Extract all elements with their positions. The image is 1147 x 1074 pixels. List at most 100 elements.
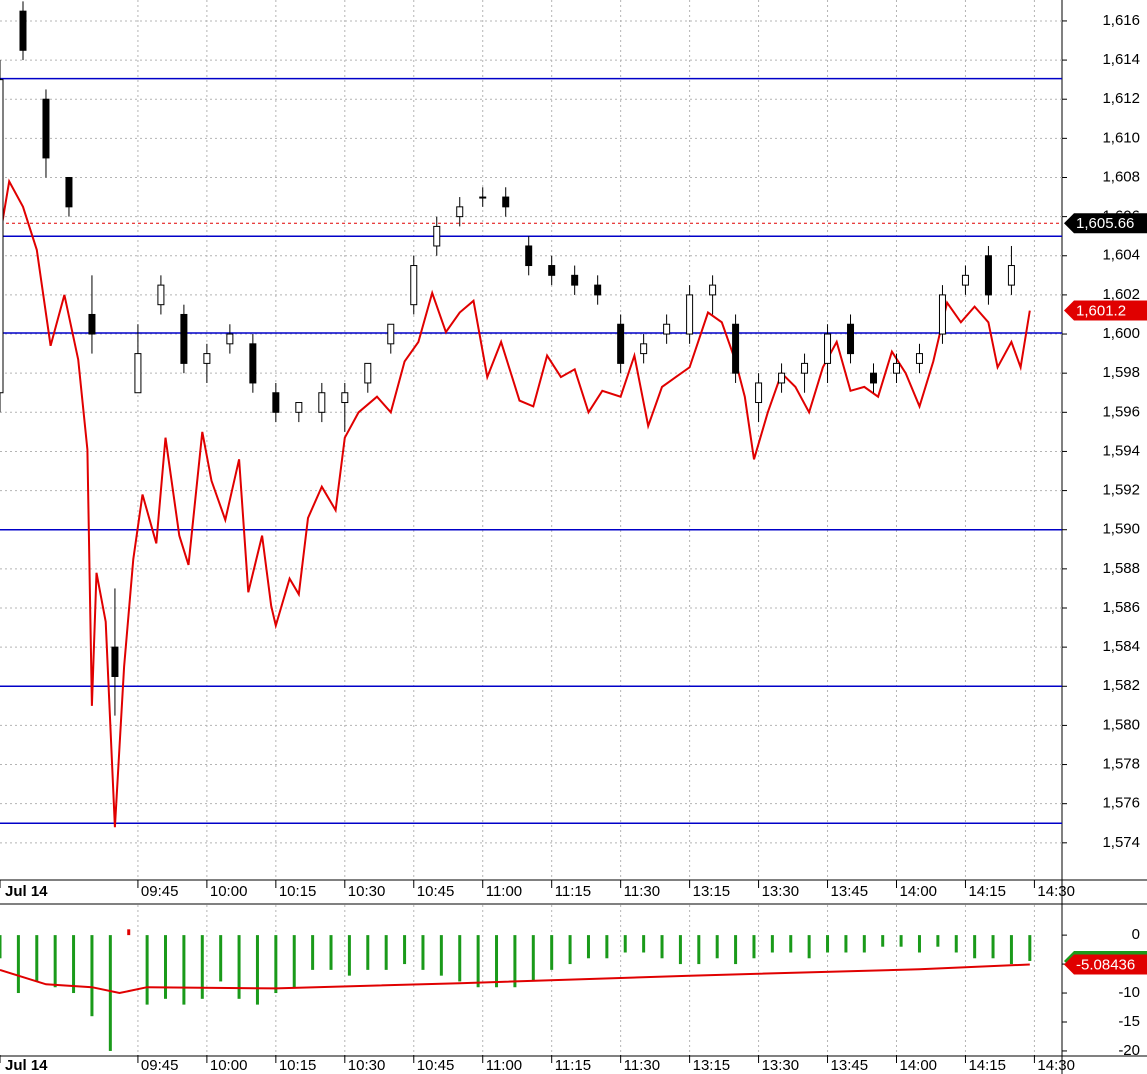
y-tick-label: 0 bbox=[1132, 926, 1140, 943]
price-tag-label: -5.08436 bbox=[1076, 957, 1135, 974]
candle-body bbox=[0, 79, 4, 394]
x-tick-label: 10:00 bbox=[210, 883, 248, 900]
x-tick-label: 13:15 bbox=[693, 883, 731, 900]
x-tick-label: 09:45 bbox=[141, 883, 179, 900]
candle-body bbox=[801, 362, 809, 374]
x-tick-label: 10:45 bbox=[417, 1057, 455, 1074]
y-tick-label: 1,574 bbox=[1102, 834, 1140, 851]
histogram-bar bbox=[164, 935, 168, 999]
histogram-bar bbox=[384, 935, 388, 970]
histogram-bar bbox=[770, 935, 774, 953]
x-tick-label: 14:30 bbox=[1037, 1057, 1075, 1074]
x-tick-label: 11:15 bbox=[555, 883, 591, 900]
histogram-bar bbox=[715, 935, 719, 959]
histogram-bar bbox=[329, 935, 333, 970]
candle-body bbox=[709, 284, 717, 296]
candle-body bbox=[870, 372, 878, 384]
candle-body bbox=[433, 225, 441, 247]
x-tick-label: 11:30 bbox=[624, 883, 660, 900]
candle-body bbox=[456, 206, 464, 218]
y-tick-label: 1,592 bbox=[1102, 482, 1140, 499]
candle-body bbox=[318, 392, 326, 413]
y-tick-label: 1,608 bbox=[1102, 168, 1140, 185]
histogram-bar bbox=[1028, 935, 1032, 961]
y-tick-label: 1,590 bbox=[1102, 521, 1140, 538]
x-tick-label: 10:00 bbox=[210, 1057, 248, 1074]
candle-body bbox=[548, 265, 556, 276]
histogram-bar bbox=[881, 935, 885, 947]
candle-body bbox=[847, 323, 855, 355]
histogram-bar bbox=[127, 929, 131, 936]
y-tick-label: -15 bbox=[1118, 1013, 1140, 1030]
histogram-bar bbox=[495, 935, 499, 988]
candle-body bbox=[65, 176, 73, 208]
line-series bbox=[0, 963, 1030, 995]
histogram-bar bbox=[752, 935, 756, 959]
histogram-bar bbox=[1009, 935, 1013, 965]
histogram-bar bbox=[991, 935, 995, 959]
y-tick-label: 1,600 bbox=[1102, 325, 1140, 342]
y-tick-label: 1,604 bbox=[1102, 247, 1140, 264]
histogram-bar bbox=[642, 935, 646, 953]
histogram-bar bbox=[973, 935, 977, 959]
line-series bbox=[0, 178, 1031, 828]
histogram-bar bbox=[274, 935, 278, 994]
candle-body bbox=[134, 353, 142, 394]
y-tick-label: 1,598 bbox=[1102, 364, 1140, 381]
y-tick-label: 1,576 bbox=[1102, 795, 1140, 812]
price-tag bbox=[1064, 213, 1147, 234]
candle-body bbox=[663, 323, 671, 335]
histogram-bar bbox=[292, 935, 296, 988]
y-tick-label: 1,588 bbox=[1102, 560, 1140, 577]
x-tick-label: 14:30 bbox=[1037, 883, 1075, 900]
x-tick-label: 11:00 bbox=[486, 883, 522, 900]
candle-body bbox=[686, 294, 694, 335]
candle-body bbox=[364, 362, 372, 384]
histogram-bar bbox=[954, 935, 958, 953]
histogram-bar bbox=[403, 935, 407, 965]
x-tick-label: 14:00 bbox=[899, 883, 937, 900]
x-tick-label: Jul 14 bbox=[5, 883, 48, 900]
y-tick-label: 1,614 bbox=[1102, 51, 1140, 68]
candle-body bbox=[479, 196, 487, 199]
histogram-bar bbox=[862, 935, 866, 953]
candle-body bbox=[617, 323, 625, 364]
x-tick-label: 14:15 bbox=[968, 883, 1006, 900]
candle-body bbox=[502, 196, 510, 208]
x-tick-label: 13:15 bbox=[693, 1057, 731, 1074]
price-tag-label: 1,605.66 bbox=[1076, 215, 1134, 232]
histogram-bar bbox=[917, 935, 921, 953]
y-tick-label: 1,594 bbox=[1102, 442, 1140, 459]
x-tick-label: 13:45 bbox=[831, 883, 869, 900]
candle-body bbox=[226, 333, 234, 345]
histogram-bar bbox=[237, 935, 241, 999]
x-tick-label: 09:45 bbox=[141, 1057, 179, 1074]
x-tick-label: 11:30 bbox=[624, 1057, 660, 1074]
price-tag bbox=[1064, 300, 1147, 321]
histogram-bar bbox=[311, 935, 315, 970]
histogram-bar bbox=[605, 935, 609, 959]
x-tick-label: 10:30 bbox=[348, 1057, 386, 1074]
candle-body bbox=[984, 255, 992, 296]
candle-body bbox=[180, 313, 188, 364]
histogram-bar bbox=[789, 935, 793, 953]
histogram-bar bbox=[108, 935, 112, 1051]
candle-body bbox=[525, 245, 533, 267]
price-tag bbox=[1064, 954, 1147, 975]
candle-body bbox=[915, 353, 923, 364]
histogram-bar bbox=[182, 935, 186, 1005]
candle-body bbox=[778, 372, 786, 384]
candle-body bbox=[410, 265, 418, 306]
histogram-bar bbox=[697, 935, 701, 965]
x-tick-label: 13:45 bbox=[831, 1057, 869, 1074]
histogram-bar bbox=[0, 935, 2, 959]
x-tick-label: Jul 14 bbox=[5, 1057, 48, 1074]
histogram-bar bbox=[72, 935, 76, 994]
candle-body bbox=[938, 294, 946, 335]
y-tick-label: 1,602 bbox=[1102, 286, 1140, 303]
y-tick-label: 1,578 bbox=[1102, 756, 1140, 773]
candle-body bbox=[571, 274, 579, 286]
x-tick-label: 10:45 bbox=[417, 883, 455, 900]
